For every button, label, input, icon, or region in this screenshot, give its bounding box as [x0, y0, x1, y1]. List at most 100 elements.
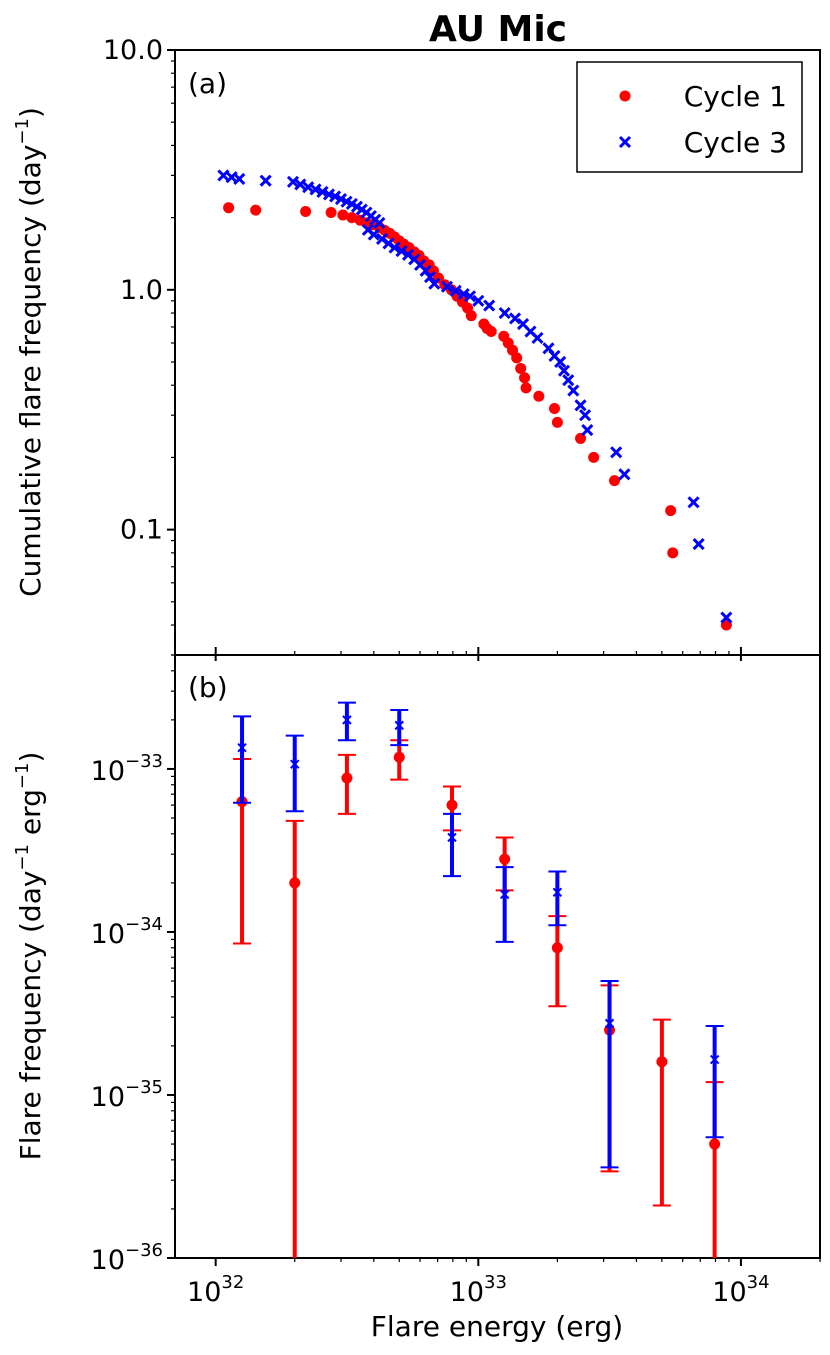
point-cycle-3: [428, 277, 441, 290]
errorbar-cycle-1: [548, 915, 567, 1008]
point-cycle-3: [720, 611, 733, 624]
point-cycle-3: [579, 409, 592, 422]
point-cycle-3: [388, 241, 401, 254]
point-cycle-3: [316, 185, 329, 198]
point-cycle-3: [440, 280, 454, 293]
legend-label-cycle-3: Cycle 3: [684, 126, 787, 159]
figure-title: AU Mic: [429, 9, 567, 50]
point-cycle-3: [483, 299, 496, 312]
panel-b-label: (b): [188, 671, 228, 704]
errorbar-cycle-3: [443, 812, 462, 878]
y-tick-label: 10−34: [91, 914, 163, 950]
point-cycle-1: [533, 390, 545, 402]
legend-box: [576, 61, 803, 173]
point-cycle-1: [465, 310, 477, 322]
point-cycle-1: [337, 209, 349, 221]
point-cycle-3: [498, 306, 511, 320]
errorbar-cycle-1: [390, 739, 409, 781]
point-cycle-1: [511, 352, 523, 364]
point-cycle-1: [656, 1056, 668, 1068]
point-cycle-1: [300, 206, 312, 218]
point-cycle-1: [667, 547, 679, 559]
errorbar-cycle-3: [337, 701, 356, 742]
x-tick-label: 1032: [187, 1272, 244, 1308]
errorbar-cycle-3: [600, 980, 619, 1169]
point-cycle-1: [608, 475, 620, 487]
point-cycle-3: [709, 1054, 720, 1065]
point-cycle-3: [499, 889, 510, 900]
point-cycle-3: [531, 331, 544, 344]
point-cycle-1: [485, 326, 497, 338]
panel-b-marks: [233, 701, 724, 1258]
point-cycle-3: [309, 183, 322, 196]
point-cycle-3: [259, 174, 272, 187]
point-cycle-1: [551, 416, 563, 428]
point-cycle-3: [610, 446, 623, 459]
point-cycle-1: [393, 751, 405, 763]
point-cycle-3: [423, 271, 437, 284]
point-cycle-3: [618, 468, 631, 481]
point-cycle-3: [342, 715, 352, 725]
y-tick-label: 10−36: [91, 1240, 163, 1276]
errorbar-cycle-1: [285, 819, 304, 1258]
legend-marker-cycle-1: [619, 90, 631, 102]
point-cycle-3: [574, 399, 587, 412]
errorbar-cycle-3: [495, 866, 514, 943]
point-cycle-3: [237, 742, 247, 753]
y-tick-label: 10−33: [91, 751, 163, 787]
point-cycle-1: [499, 853, 511, 865]
point-cycle-3: [557, 364, 571, 377]
errorbar-cycle-3: [285, 734, 304, 813]
point-cycle-1: [665, 505, 677, 517]
panel-a-label: (a): [188, 67, 227, 100]
point-cycle-3: [294, 178, 307, 191]
point-cycle-3: [562, 374, 575, 387]
point-cycle-1: [709, 1138, 721, 1150]
point-cycle-3: [395, 245, 408, 258]
point-cycle-1: [289, 877, 301, 889]
panel-b-frame: [174, 654, 821, 1259]
y-tick-label: 10.0: [103, 35, 163, 66]
point-cycle-1: [588, 451, 600, 463]
point-cycle-1: [446, 799, 458, 811]
point-cycle-1: [341, 772, 353, 784]
y-tick-label: 1.0: [120, 275, 163, 306]
point-cycle-1: [520, 382, 532, 394]
errorbar-cycle-3: [548, 870, 567, 927]
panel-a: 0.1 1.0 10.0 (a) Cumulative flare frequenc…: [12, 35, 821, 661]
point-cycle-3: [552, 887, 563, 898]
point-cycle-3: [604, 1018, 615, 1029]
point-cycle-3: [508, 312, 522, 325]
point-cycle-1: [346, 212, 358, 224]
legend: Cycle 1 Cycle 3: [576, 61, 803, 173]
x-tick-label: 1033: [450, 1272, 507, 1308]
point-cycle-3: [463, 290, 477, 303]
point-cycle-3: [394, 720, 404, 731]
point-cycle-1: [515, 362, 527, 374]
point-cycle-3: [692, 538, 705, 551]
errorbar-cycle-1: [337, 753, 356, 815]
panel-a-ticks: 0.1 1.0 10.0: [103, 35, 742, 661]
point-cycle-3: [472, 294, 485, 307]
point-cycle-3: [449, 284, 462, 297]
point-cycle-3: [367, 228, 380, 241]
panel-a-ylabel: Cumulative flare frequency (day−1): [12, 107, 47, 597]
y-tick-label: 0.1: [120, 515, 163, 546]
point-cycle-1: [548, 402, 560, 414]
panel-b-ylabel: Flare frequency (day−1 erg−1): [12, 752, 47, 1161]
errorbar-cycle-3: [233, 715, 252, 804]
legend-marker-cycle-3: [618, 135, 632, 149]
x-tick-label: 1034: [712, 1272, 769, 1308]
point-cycle-3: [447, 832, 457, 843]
errorbar-cycle-3: [390, 708, 409, 747]
errorbar-cycle-3: [705, 1024, 724, 1139]
point-cycle-3: [233, 172, 246, 185]
point-cycle-1: [519, 372, 531, 384]
point-cycle-1: [250, 204, 262, 216]
point-cycle-3: [290, 759, 300, 769]
point-cycle-3: [581, 424, 594, 437]
point-cycle-3: [687, 496, 700, 509]
errorbar-cycle-1: [652, 1018, 671, 1207]
panel-a-marks: [217, 169, 733, 631]
